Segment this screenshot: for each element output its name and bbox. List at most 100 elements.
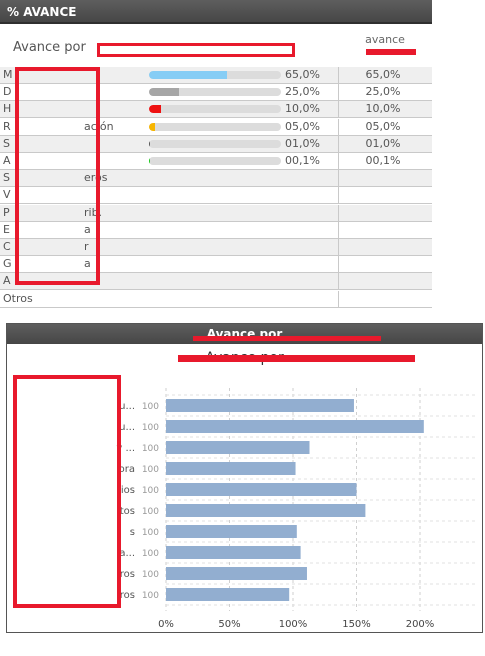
- chart-bar: [166, 525, 297, 538]
- progress-track: [149, 88, 281, 97]
- avance-value: 00,1%: [365, 154, 401, 167]
- category-label: s: [130, 527, 135, 538]
- column-divider: [338, 84, 339, 102]
- progress-fill: [149, 139, 150, 148]
- progress-track: [149, 157, 281, 165]
- row-name: G: [3, 257, 12, 271]
- bar-reference-label: 100: [142, 402, 159, 412]
- row-name: V: [3, 188, 11, 202]
- avance-value: 10,0%: [365, 102, 401, 116]
- column-divider: [338, 67, 339, 84]
- row-name: Otros: [3, 291, 33, 305]
- bar-reference-label: 100: [142, 486, 159, 496]
- category-label: ros: [120, 569, 135, 580]
- column-divider: [338, 290, 339, 308]
- row-name-tail: r: [84, 240, 89, 253]
- bar-reference-label: 100: [142, 570, 159, 580]
- bar-reference-label: 100: [142, 549, 159, 559]
- row-name-tail: eros: [84, 171, 108, 185]
- redaction-chart-title: [178, 355, 415, 362]
- category-label: u...: [119, 401, 135, 412]
- percent-value: 25,0%: [285, 85, 320, 99]
- column-divider: [338, 135, 339, 153]
- chart-bar: [166, 546, 301, 559]
- x-tick-label: 200%: [406, 619, 435, 630]
- row-name: M: [3, 68, 13, 81]
- redaction-subtitle: [97, 43, 295, 57]
- table-row: Otros: [0, 290, 432, 308]
- chart-bar: [166, 462, 296, 475]
- category-label: tos: [120, 506, 135, 517]
- chart-bar: [166, 420, 424, 433]
- progress-track: [149, 139, 281, 148]
- bar-chart: 100 u... 100 u... 100 y ... 100 ora 100 ios 100 tos…: [116, 388, 477, 630]
- row-name: A: [3, 274, 11, 288]
- x-tick-label: 0%: [158, 619, 174, 630]
- panel-header: % AVANCE: [0, 0, 432, 24]
- chart-bar: [166, 441, 310, 454]
- redaction-column-header: [366, 49, 416, 55]
- table-row: M 65,0% 65,0%: [0, 67, 432, 84]
- row-name-tail: a: [84, 257, 91, 271]
- avance-value: 05,0%: [365, 119, 401, 133]
- bar-reference-label: 100: [142, 423, 159, 433]
- column-divider: [338, 256, 339, 274]
- chart-bar: [166, 399, 354, 412]
- column-divider: [338, 239, 339, 256]
- progress-fill: [149, 88, 179, 97]
- table-row: D 25,0% 25,0%: [0, 84, 432, 102]
- progress-fill: [149, 157, 150, 165]
- row-name: D: [3, 85, 12, 99]
- category-label: ora: [119, 464, 135, 475]
- row-name: S: [3, 171, 10, 185]
- column-divider: [338, 273, 339, 291]
- redaction-header: [193, 336, 381, 341]
- column-divider: [338, 221, 339, 239]
- chart-bar: [166, 504, 366, 517]
- avance-chart-panel: Avance por Avance por 100u...100u...100y…: [6, 323, 483, 633]
- progress-track: [149, 105, 281, 114]
- progress-track: [149, 122, 281, 131]
- chart-bar: [166, 588, 290, 601]
- percent-value: 05,0%: [285, 119, 320, 133]
- column-divider: [338, 170, 339, 188]
- percent-value: 01,0%: [285, 136, 320, 150]
- column-header-avance: avance: [365, 33, 405, 46]
- table-row: V: [0, 187, 432, 205]
- bar-reference-label: 100: [142, 444, 159, 454]
- chart-bar: [166, 567, 307, 580]
- bar-reference-label: 100: [142, 528, 159, 538]
- row-name: H: [3, 102, 12, 116]
- bar-reference-label: 100: [142, 465, 159, 475]
- avance-value: 65,0%: [365, 68, 401, 81]
- table-row: A: [0, 273, 432, 291]
- row-name: R: [3, 119, 11, 133]
- redaction-category-labels: [13, 375, 121, 608]
- x-tick-label: 150%: [342, 619, 371, 630]
- category-label: a...: [119, 548, 135, 559]
- bar-reference-label: 100: [142, 507, 159, 517]
- progress-fill: [149, 122, 155, 131]
- row-name-tail: a: [84, 222, 91, 236]
- progress-fill: [149, 71, 227, 79]
- x-tick-label: 50%: [218, 619, 240, 630]
- avance-value: 01,0%: [365, 136, 401, 150]
- percent-value: 10,0%: [285, 102, 320, 116]
- category-label: u...: [119, 422, 135, 433]
- progress-track: [149, 71, 281, 79]
- table-row: H 10,0% 10,0%: [0, 101, 432, 119]
- percent-value: 00,1%: [285, 154, 320, 167]
- table-row: A 00,1% 00,1%: [0, 153, 432, 170]
- table-subtitle: Avance por: [13, 40, 86, 55]
- category-label: y ...: [116, 443, 135, 454]
- column-divider: [338, 153, 339, 170]
- column-divider: [338, 187, 339, 205]
- row-name: A: [3, 154, 11, 167]
- table-row: S 01,0% 01,0%: [0, 135, 432, 153]
- avance-table-panel: % AVANCE Avance por avance M 65,0% 65,0% D 2…: [0, 0, 432, 310]
- row-name: S: [3, 136, 10, 150]
- row-name: C: [3, 240, 11, 253]
